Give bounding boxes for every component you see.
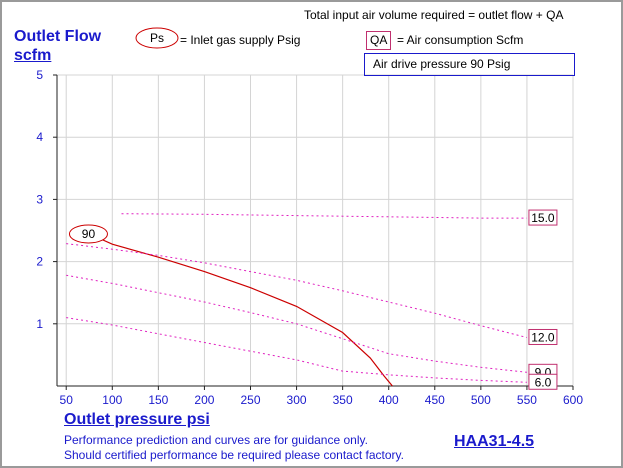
x-tick-label: 600 xyxy=(563,393,583,407)
total-input-note: Total input air volume required = outlet… xyxy=(304,8,564,22)
air-consumption-label: 15.0 xyxy=(531,211,555,225)
disclaimer-line2: Should certified performance be required… xyxy=(64,448,404,462)
ps-legend-text: = Inlet gas supply Psig xyxy=(180,33,301,47)
air-consumption-label-box xyxy=(528,328,558,345)
x-tick-label: 250 xyxy=(240,393,260,407)
air-consumption-label: 12.0 xyxy=(531,330,555,344)
x-tick-label: 200 xyxy=(194,393,214,407)
x-axis-title: Outlet pressure psi xyxy=(64,411,210,428)
x-tick-label: 400 xyxy=(379,393,399,407)
y-axis-title: Outlet Flow scfm xyxy=(14,27,101,65)
x-tick-label: 450 xyxy=(425,393,445,407)
air-consumption-label-box xyxy=(528,373,558,390)
y-tick-label: 5 xyxy=(36,68,43,82)
flow-curve-label-ellipse xyxy=(68,224,108,244)
y-tick-label: 2 xyxy=(36,255,43,269)
x-tick-label: 550 xyxy=(517,393,537,407)
y-axis-title-line1: Outlet Flow xyxy=(14,28,102,45)
x-tick-label: 100 xyxy=(102,393,122,407)
air-drive-pressure-box: Air drive pressure 90 Psig xyxy=(364,53,575,76)
model-number: HAA31-4.5 xyxy=(454,433,535,450)
air-consumption-line xyxy=(121,213,527,219)
x-tick-label: 300 xyxy=(287,393,307,407)
air-consumption-line xyxy=(66,243,528,338)
outlet-flow-curve xyxy=(98,237,393,387)
air-consumption-line xyxy=(66,274,527,373)
qa-legend-text: = Air consumption Scfm xyxy=(397,33,524,47)
flow-curve-label: 90 xyxy=(82,227,96,241)
x-tick-label: 150 xyxy=(148,393,168,407)
disclaimer-line1: Performance prediction and curves are fo… xyxy=(64,433,368,447)
ps-symbol: Ps xyxy=(150,31,164,45)
x-tick-label: 50 xyxy=(60,393,74,407)
air-consumption-label: 6.0 xyxy=(535,375,552,389)
air-consumption-label-box xyxy=(528,209,558,226)
qa-symbol-box: QA xyxy=(366,31,392,50)
y-tick-label: 1 xyxy=(36,317,43,331)
x-tick-label: 350 xyxy=(333,393,353,407)
y-tick-label: 3 xyxy=(36,192,43,206)
ps-legend-ellipse: Ps xyxy=(135,27,179,49)
x-tick-label: 500 xyxy=(471,393,491,407)
y-axis-title-line2: scfm xyxy=(14,47,52,64)
y-tick-label: 4 xyxy=(36,130,43,144)
